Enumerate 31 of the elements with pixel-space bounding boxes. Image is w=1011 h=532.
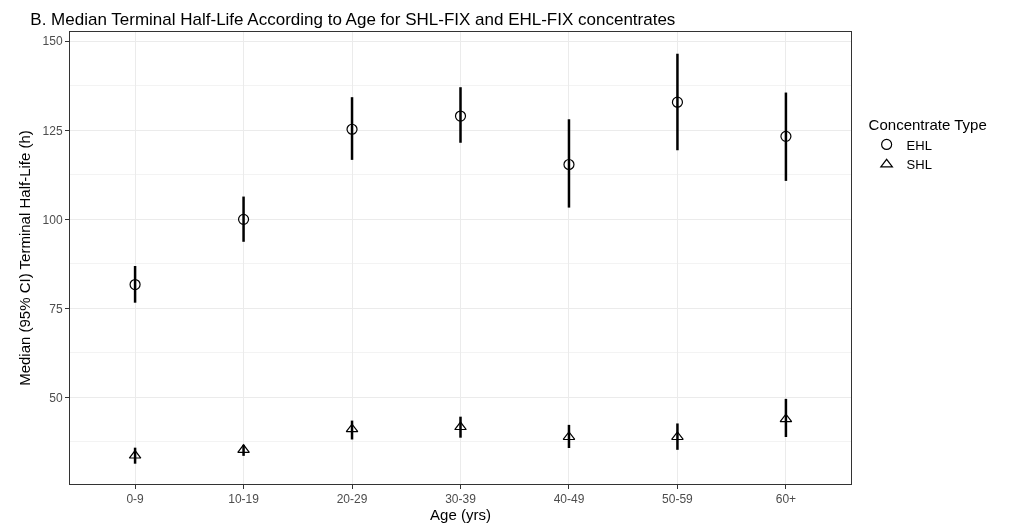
point — [671, 431, 684, 441]
x-tick-label: 30-39 — [445, 492, 477, 507]
x-axis-title: Age (yrs) — [430, 506, 491, 524]
point — [454, 421, 467, 431]
point — [128, 449, 142, 459]
legend-label: SHL — [906, 157, 932, 173]
y-tick-label: 75 — [49, 301, 63, 316]
point — [345, 423, 359, 433]
point — [779, 413, 793, 423]
y-tick-label: 50 — [49, 390, 63, 405]
legend-title: Concentrate Type — [868, 115, 987, 133]
chart-title: B. Median Terminal Half-Life According to Age for SHL-FIX and EHL-FIX concentrates — [30, 10, 676, 30]
x-tick-label: 10-19 — [228, 492, 260, 507]
y-tick-label: 150 — [42, 34, 63, 49]
x-tick-label: 40-49 — [553, 492, 585, 507]
point — [671, 96, 684, 108]
y-axis-title: Median (95% CI) Terminal Half-Life (h) — [16, 130, 33, 386]
point — [563, 158, 575, 171]
y-tick-label: 125 — [42, 123, 63, 138]
x-tick-label: 0-9 — [126, 492, 145, 507]
y-tick-label: 100 — [42, 212, 63, 227]
x-tick-label: 50-59 — [662, 492, 694, 507]
x-tick-label: 20-29 — [336, 492, 368, 507]
point — [237, 213, 250, 225]
point — [780, 130, 792, 142]
x-tick-label: 60+ — [775, 492, 797, 507]
point — [562, 431, 576, 441]
point — [346, 123, 358, 135]
point — [454, 110, 467, 122]
point — [129, 278, 141, 291]
legend-label: EHL — [906, 137, 932, 153]
